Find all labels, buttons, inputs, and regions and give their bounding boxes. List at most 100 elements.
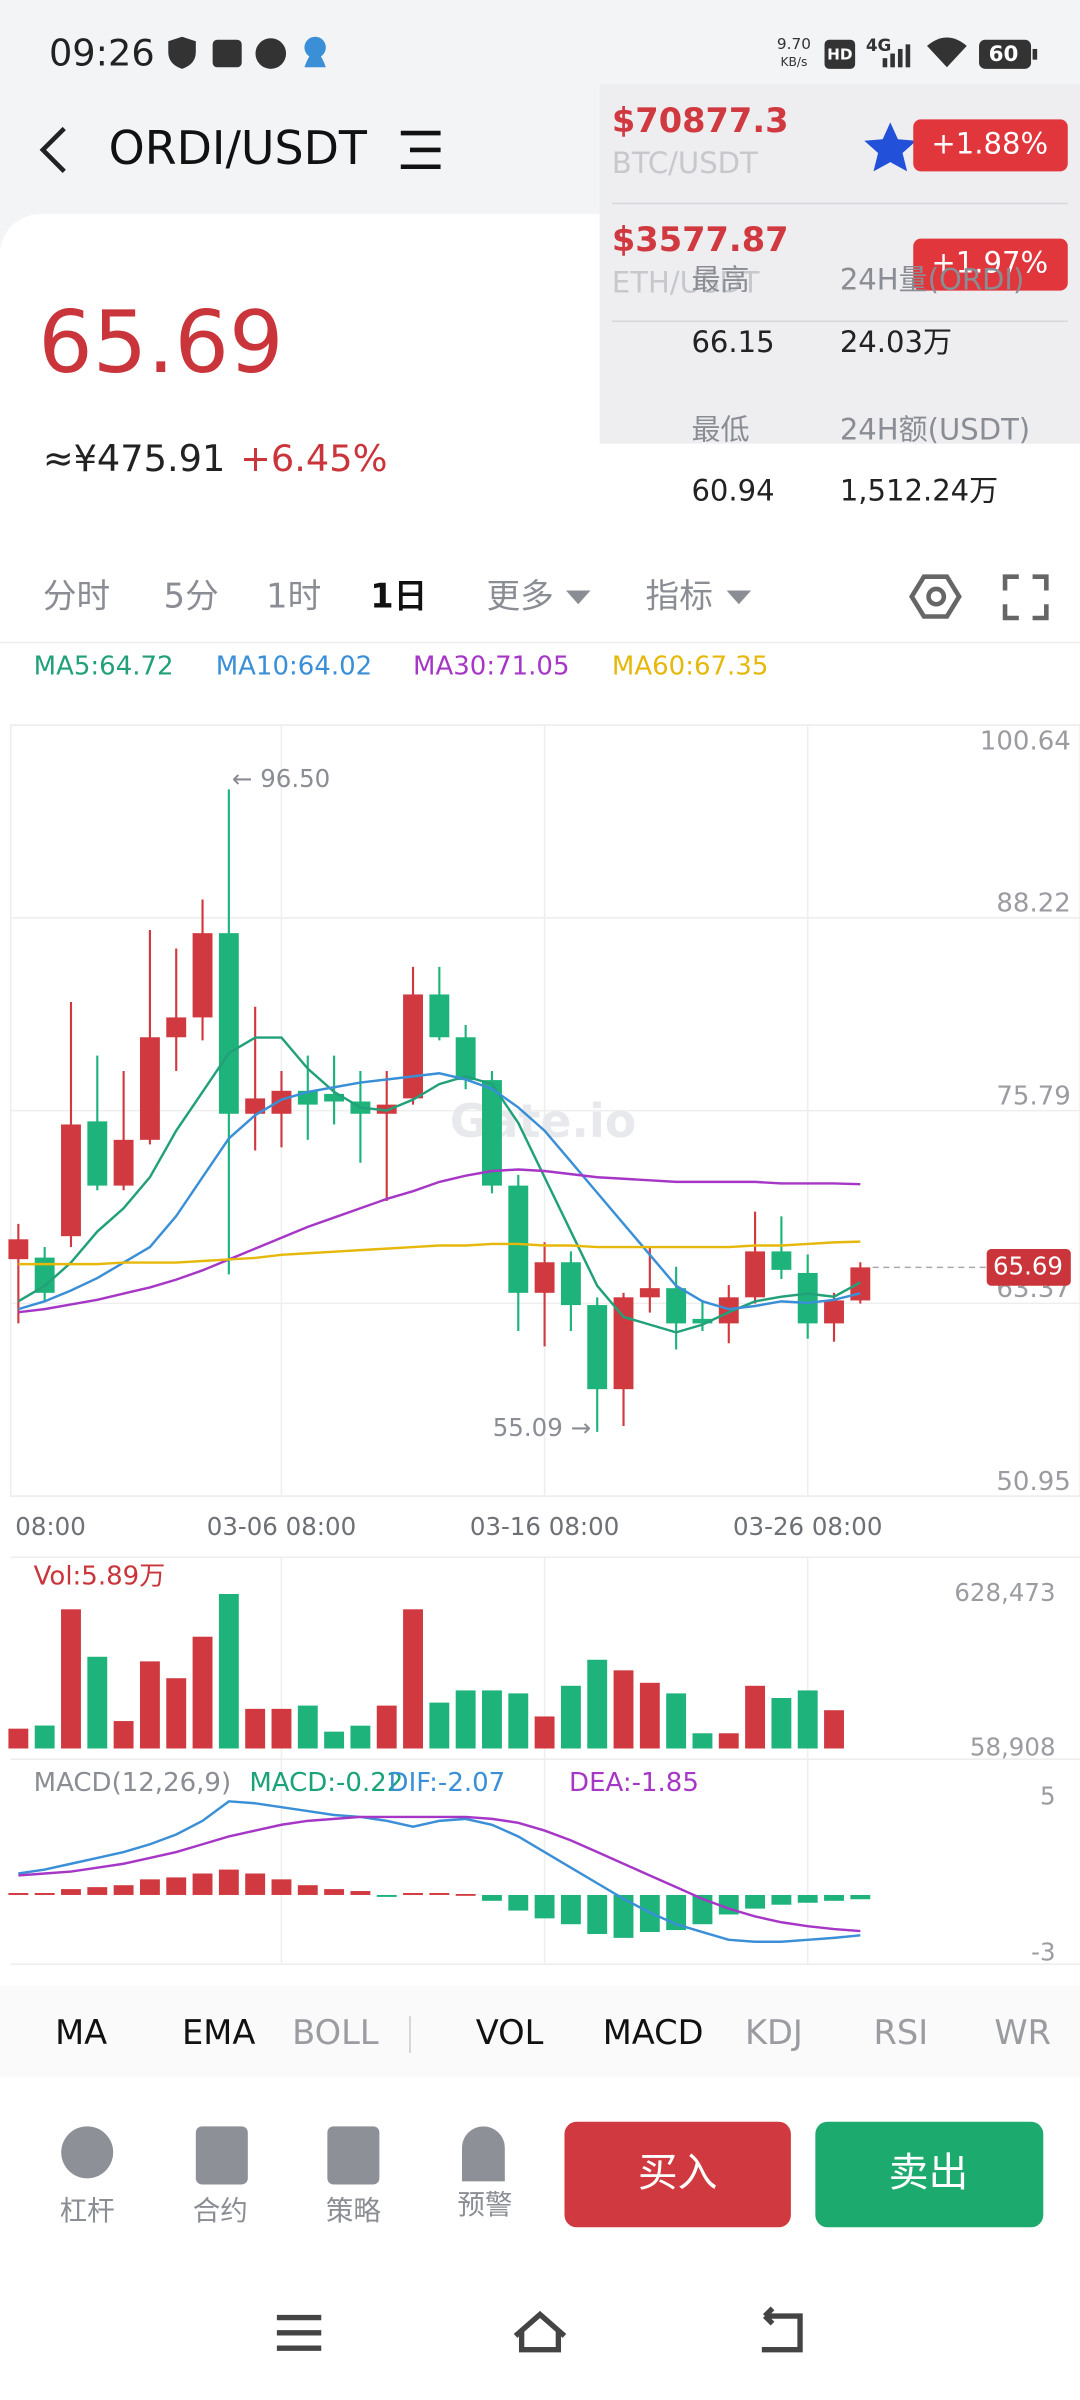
shield-icon (168, 36, 196, 69)
indicator-option[interactable]: MACD (603, 2013, 704, 2052)
tool-label[interactable]: 杠杆 (60, 2195, 115, 2227)
macd-histogram-bar (61, 1889, 81, 1895)
macd-histogram-bar (850, 1894, 871, 1900)
volume-bar (718, 1733, 739, 1749)
candle-body (482, 1080, 502, 1186)
ma-line (18, 1072, 861, 1311)
macd-line (18, 1800, 861, 1943)
volume-bar (61, 1609, 81, 1749)
home-key[interactable] (513, 2310, 567, 2353)
settings-icon[interactable] (909, 574, 962, 619)
stat-value: 66.15 (691, 325, 774, 359)
tool-label[interactable]: 合约 (193, 2195, 248, 2227)
indicator-option[interactable]: RSI (873, 2013, 928, 2052)
more-tab[interactable]: 更多 (486, 577, 553, 616)
leverage-icon[interactable] (61, 2126, 114, 2179)
candle-body (61, 1124, 81, 1237)
volume-bar (139, 1661, 160, 1749)
system-nav (276, 2306, 803, 2353)
indicator-option[interactable]: MA (55, 2013, 107, 2052)
macd-histogram-bar (403, 1893, 423, 1895)
volume-bar (429, 1702, 450, 1749)
dropdown-arrow (726, 590, 752, 605)
candle-body (455, 1037, 476, 1081)
alert-icon[interactable] (461, 2126, 505, 2182)
dropdown-arrow (566, 590, 591, 605)
buy-button[interactable] (564, 2121, 791, 2228)
contract-icon[interactable] (195, 2126, 248, 2185)
macd-histogram-bar (429, 1893, 450, 1895)
popup-price[interactable]: $3577.87 (612, 220, 789, 259)
tool-label[interactable]: 策略 (326, 2195, 382, 2227)
volume-bar (403, 1609, 423, 1749)
settings-icon (926, 586, 947, 607)
y-tick-label: 75.79 (996, 1081, 1070, 1111)
legend-entry: MA60:67.35 (612, 651, 769, 681)
pair-title[interactable]: ORDI/USDT (109, 121, 368, 175)
candle-body (271, 1090, 292, 1114)
macd-histogram-bar (113, 1885, 134, 1895)
volume-bar (613, 1670, 634, 1749)
indicator-option[interactable]: WR (994, 2013, 1051, 2052)
stat-value: 1,512.24万 (840, 474, 998, 508)
favorite-star[interactable] (864, 122, 917, 172)
legend-entry: DEA:-1.85 (569, 1768, 699, 1798)
popup-price[interactable]: $70877.3 (612, 101, 789, 140)
legend-entry: MA10:64.02 (216, 651, 372, 681)
y-tick-label: 58,908 (970, 1732, 1056, 1761)
high-annotation: ← 96.50 (232, 764, 330, 793)
popup-pair[interactable]: ETH/USDT (612, 266, 760, 300)
indicator-option[interactable]: BOLL (292, 2013, 379, 2052)
x-tick-label: 03-06 08:00 (207, 1512, 356, 1541)
candle-body (508, 1185, 529, 1293)
volume-bar (8, 1728, 29, 1749)
candle-body (692, 1318, 713, 1324)
macd-histogram-bar (824, 1894, 844, 1901)
indicator-bar (0, 1985, 1080, 2078)
timeframe-tab[interactable]: 分时 (43, 577, 110, 616)
hd-badge (824, 39, 856, 69)
sell-label[interactable]: 卖出 (889, 2150, 969, 2196)
macd-histogram-bar (508, 1894, 529, 1911)
candle-body (718, 1297, 739, 1324)
stat-label: 24H额(USDT) (840, 412, 1030, 446)
strategy-icon[interactable] (327, 2126, 380, 2185)
candle-body (534, 1262, 555, 1293)
popup-pair[interactable]: BTC/USDT (612, 146, 758, 180)
indicator-option[interactable]: EMA (182, 2013, 255, 2052)
volume-bar (666, 1693, 687, 1749)
stat-label: 24H量(ORDI) (840, 262, 1024, 296)
sell-button[interactable] (815, 2121, 1044, 2228)
timeframe-tab-active[interactable]: 1日 (370, 577, 427, 616)
last-price: 65.69 (38, 293, 283, 393)
y-tick-label: 628,473 (954, 1578, 1055, 1607)
back-button[interactable] (39, 126, 66, 173)
back-key[interactable] (761, 2306, 803, 2353)
ma-line (18, 1240, 861, 1266)
macd-title: MACD(12,26,9) (34, 1768, 231, 1798)
buy-label[interactable]: 买入 (638, 2150, 718, 2196)
timeframe-tab[interactable]: 5分 (164, 577, 219, 616)
wifi-icon (927, 37, 967, 68)
legend-entry: MA5:64.72 (34, 651, 174, 681)
timeframe-tab[interactable]: 1时 (266, 577, 321, 616)
ma-line (18, 1168, 861, 1314)
macd-histogram-bar (166, 1877, 187, 1895)
pair-menu-icon[interactable] (400, 130, 441, 170)
volume-bar (745, 1685, 766, 1749)
menu-key[interactable] (276, 2314, 322, 2351)
indicator-tab[interactable]: 指标 (646, 577, 713, 616)
indicator-option[interactable]: KDJ (745, 2013, 803, 2052)
volume-bar (824, 1710, 844, 1749)
volume-bar (245, 1708, 266, 1749)
volume-bar (297, 1705, 318, 1749)
tool-label[interactable]: 预警 (457, 2189, 512, 2221)
macd-histogram-bar (192, 1873, 213, 1895)
indicator-option[interactable]: VOL (476, 2013, 544, 2052)
fullscreen-icon[interactable] (1002, 574, 1049, 621)
ma-line (17, 1036, 861, 1334)
x-tick-label: 03-26 08:00 (733, 1512, 882, 1541)
volume-bar (587, 1659, 608, 1749)
candle-body (87, 1121, 108, 1186)
